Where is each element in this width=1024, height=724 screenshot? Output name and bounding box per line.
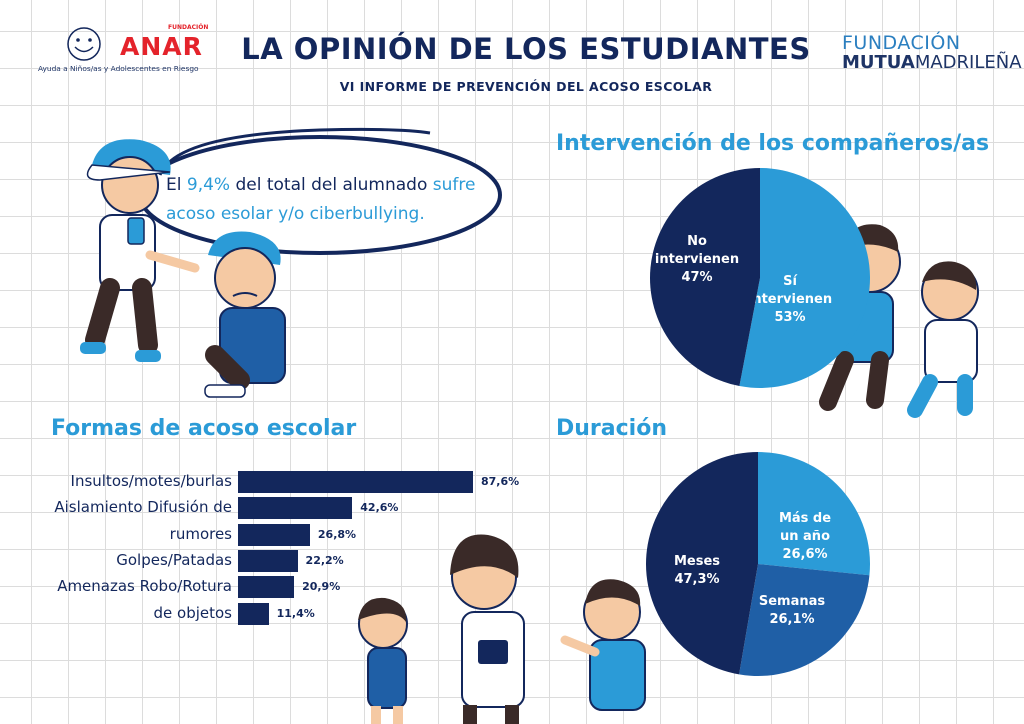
pie-label: intervienen: [655, 252, 739, 267]
statistic-callout: El 9,4% del total del alumnado sufre aco…: [166, 171, 496, 229]
pie-slice: [645, 452, 758, 675]
pie-slice: [758, 452, 870, 576]
boy-with-phone-illustration: [80, 139, 200, 362]
mutua-brand-bold: MUTUA: [842, 52, 915, 73]
mutua-brand: MUTUAMADRILEÑA: [842, 52, 1022, 73]
stat-line2: acoso esolar y/o ciberbullying.: [166, 204, 425, 224]
anar-foundation-label: FUNDACIÓN: [168, 24, 209, 31]
stat-highlight-percent: 9,4%: [186, 175, 231, 195]
intervencion-title: Intervención de los compañeros/as: [556, 131, 990, 156]
intervencion-pie-chart: Sí intervienen 53% No intervienen 47%: [650, 168, 870, 388]
pie-label: Más de: [779, 511, 831, 526]
mutua-brand-rest: MADRILEÑA: [914, 52, 1022, 73]
pie-label: un año: [780, 529, 830, 544]
pie-label: 53%: [774, 310, 805, 325]
pie-slice: [739, 168, 870, 388]
sad-boy-illustration: [204, 231, 286, 398]
pie-label: 47,3%: [674, 572, 719, 587]
formas-title: Formas de acoso escolar: [51, 416, 357, 441]
stat-part1: El: [166, 175, 187, 195]
pie-label: Semanas: [759, 594, 826, 609]
anar-brand: ANAR: [120, 32, 203, 61]
mutua-foundation-label: FUNDACIÓN: [842, 32, 961, 54]
pie-label: Sí: [783, 274, 798, 289]
duracion-pie-chart: Más de un año 26,6% Semanas 26,1% Meses 47,3%: [645, 452, 870, 676]
page-subtitle: VI INFORME DE PREVENCIÓN DEL ACOSO ESCOL…: [339, 79, 713, 94]
duracion-title: Duración: [556, 416, 667, 441]
smiley-logo-icon: [67, 27, 101, 61]
pie-label: 47%: [681, 270, 712, 285]
stat-highlight-sufre: sufre: [432, 175, 476, 195]
mutua-logo: FUNDACIÓN MUTUAMADRILEÑA: [842, 32, 1022, 73]
page-title: LA OPINIÓN DE LOS ESTUDIANTES: [241, 32, 811, 66]
anar-tagline: Ayuda a Niños/as y Adolescentes en Riesg…: [38, 64, 199, 73]
speech-bubble: [138, 127, 502, 255]
pie-slice: [739, 564, 870, 676]
pie-slice: [650, 168, 760, 387]
stat-part2: del total del alumnado: [230, 175, 433, 195]
pie-label: Meses: [674, 554, 720, 569]
girls-and-boy-illustration: [358, 534, 646, 724]
anar-logo: FUNDACIÓN ANAR Ayuda a Niños/as y Adoles…: [38, 22, 218, 80]
pie-label: intervienen: [748, 292, 832, 307]
pie-label: 26,6%: [782, 547, 827, 562]
pie-label: 26,1%: [769, 612, 814, 627]
pie-label: No: [687, 234, 707, 249]
